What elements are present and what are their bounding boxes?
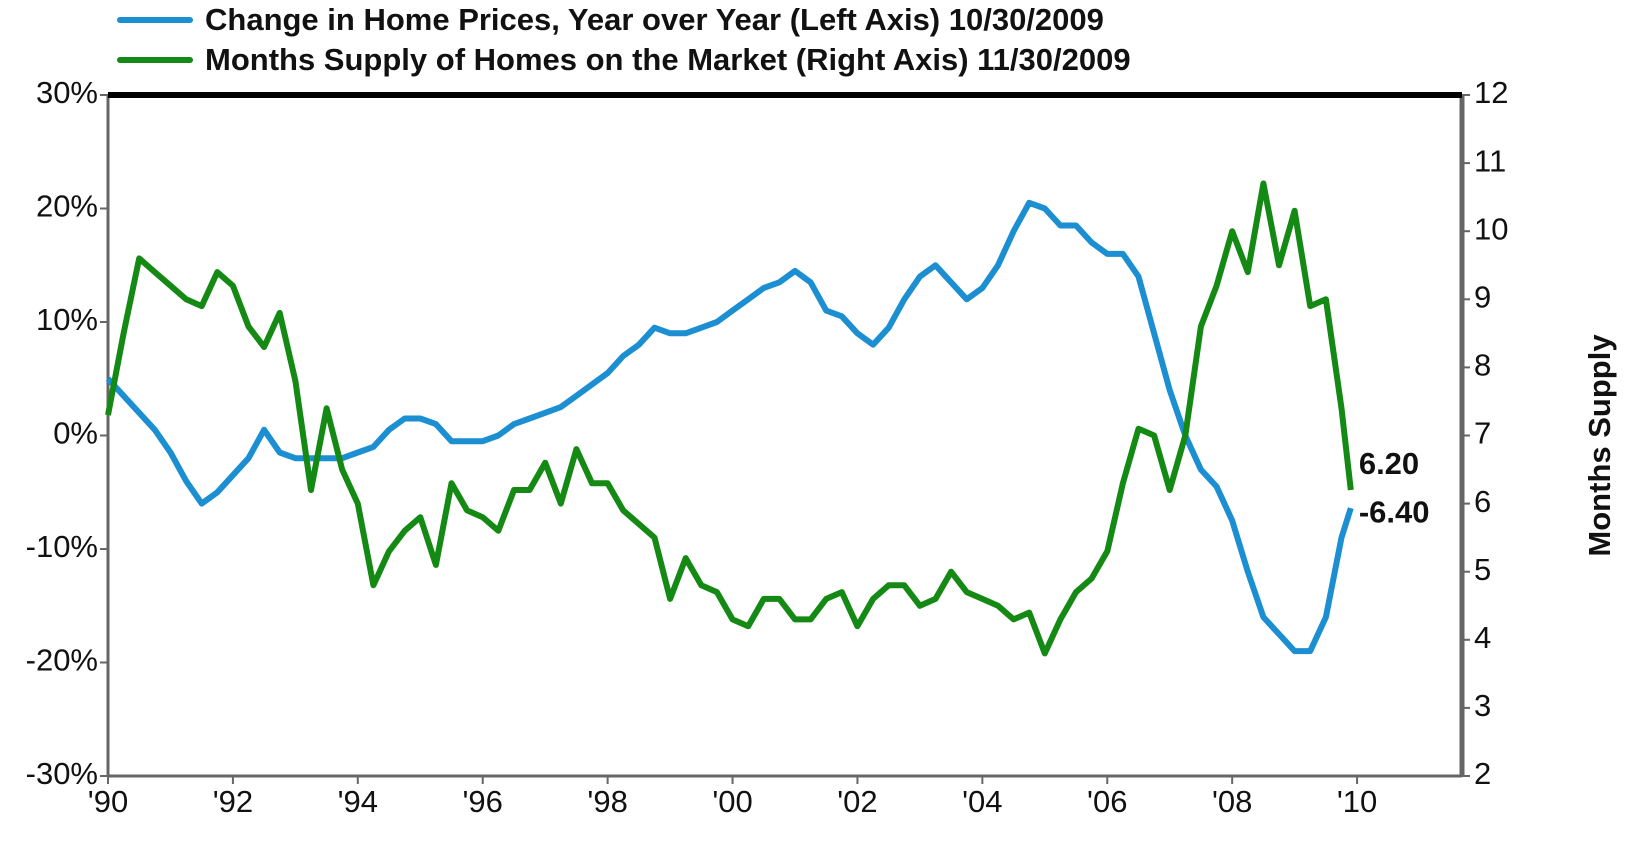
series-line <box>105 180 1354 657</box>
y-tick-label: 30% <box>36 75 98 110</box>
y-tick-label: -10% <box>26 529 98 564</box>
y2-tick-label: 11 <box>1474 143 1506 178</box>
y2-tick-label: 9 <box>1474 279 1491 314</box>
y2-tick-label: 2 <box>1474 756 1491 791</box>
x-tick-label: '00 <box>712 784 752 819</box>
x-tick-label: '98 <box>587 784 627 819</box>
y-tick-label: 20% <box>36 189 98 224</box>
y2-tick-label: 4 <box>1474 620 1491 655</box>
y-tick-label: 0% <box>53 416 98 451</box>
x-tick-label: '90 <box>88 784 128 819</box>
value-label: 6.20 <box>1359 446 1419 481</box>
x-tick-label: '08 <box>1212 784 1252 819</box>
legend-text: Months Supply of Homes on the Market (Ri… <box>205 42 1131 77</box>
x-tick-label: '06 <box>1087 784 1127 819</box>
y-tick-label: -30% <box>26 756 98 791</box>
x-tick-label: '94 <box>338 784 378 819</box>
x-tick-label: '02 <box>837 784 877 819</box>
y2-tick-label: 10 <box>1474 211 1508 246</box>
y2-tick-label: 3 <box>1474 688 1491 723</box>
y-tick-label: 10% <box>36 302 98 337</box>
value-label: -6.40 <box>1359 494 1430 529</box>
y2-tick-label: 12 <box>1474 75 1508 110</box>
y2-tick-label: 5 <box>1474 552 1491 587</box>
x-tick-label: '10 <box>1337 784 1377 819</box>
y2-tick-label: 8 <box>1474 348 1491 383</box>
y-tick-label: -20% <box>26 643 98 678</box>
x-tick-label: '92 <box>213 784 253 819</box>
y2-tick-label: 7 <box>1474 416 1491 451</box>
y2-axis-label: Months Supply <box>1582 334 1617 557</box>
x-tick-label: '96 <box>463 784 503 819</box>
legend-text: Change in Home Prices, Year over Year (L… <box>205 2 1104 37</box>
y2-tick-label: 6 <box>1474 484 1491 519</box>
x-tick-label: '04 <box>962 784 1002 819</box>
